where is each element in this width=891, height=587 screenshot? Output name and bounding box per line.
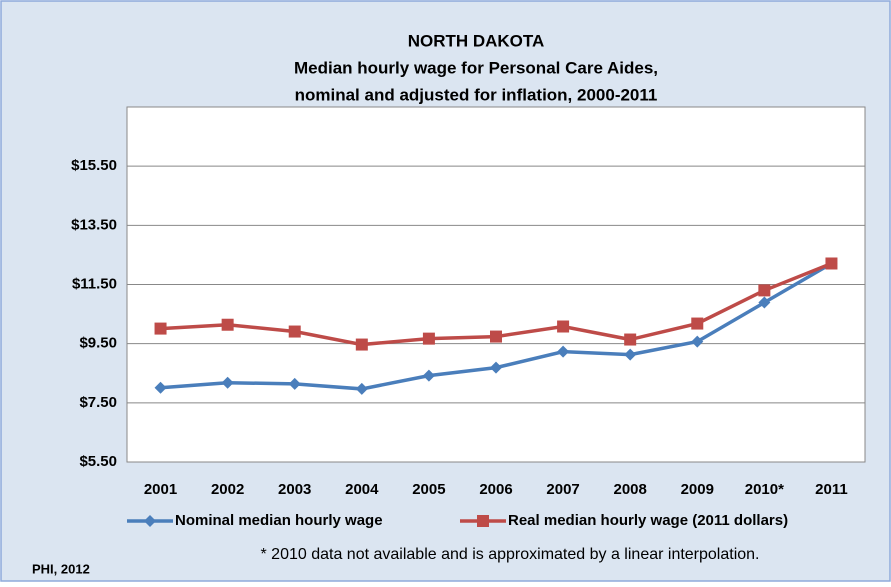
marker (490, 361, 502, 374)
footnote: * 2010 data not available and is approxi… (261, 546, 760, 563)
marker (288, 325, 301, 338)
marker (624, 348, 637, 361)
marker (825, 257, 838, 270)
legend-label: Nominal median hourly wage (175, 512, 383, 529)
x-tick-label: 2005 (412, 481, 445, 498)
x-tick-label: 2008 (613, 481, 646, 498)
chart-subtitle: Median hourly wage for Personal Care Aid… (294, 58, 658, 77)
x-tick-label: 2006 (479, 481, 512, 498)
marker (422, 332, 435, 345)
marker (355, 338, 368, 351)
marker (144, 515, 156, 527)
chart-title: NORTH DAKOTA (408, 31, 545, 50)
x-tick-label: 2007 (546, 481, 579, 498)
marker (557, 345, 570, 358)
x-tick-label: 2001 (144, 481, 177, 498)
marker (624, 333, 637, 346)
marker (288, 377, 301, 390)
x-tick-label: 2003 (278, 481, 311, 498)
marker (477, 515, 489, 527)
y-tick-label: $7.50 (79, 394, 117, 411)
y-tick-label: $9.50 (79, 335, 117, 352)
marker (355, 382, 368, 395)
y-tick-label: $15.50 (71, 157, 117, 174)
marker (490, 330, 502, 343)
marker (422, 369, 435, 382)
marker (691, 335, 704, 348)
x-tick-label: 2004 (345, 481, 379, 498)
marker (557, 320, 570, 333)
x-tick-label: 2009 (681, 481, 714, 498)
chart-subtitle: nominal and adjusted for inflation, 2000… (295, 85, 658, 104)
marker (154, 322, 167, 335)
x-tick-label: 2010* (745, 481, 784, 498)
marker (691, 317, 704, 330)
x-tick-label: 2002 (211, 481, 244, 498)
y-tick-label: $5.50 (79, 453, 117, 470)
marker (758, 284, 771, 297)
x-tick-label: 2011 (815, 481, 848, 498)
marker (221, 376, 234, 389)
y-tick-label: $11.50 (72, 275, 117, 292)
marker (758, 296, 771, 309)
marker (154, 381, 167, 394)
source: PHI, 2012 (32, 561, 90, 576)
y-tick-label: $13.50 (71, 216, 117, 233)
marker (221, 318, 234, 331)
legend-label: Real median hourly wage (2011 dollars) (508, 512, 788, 529)
